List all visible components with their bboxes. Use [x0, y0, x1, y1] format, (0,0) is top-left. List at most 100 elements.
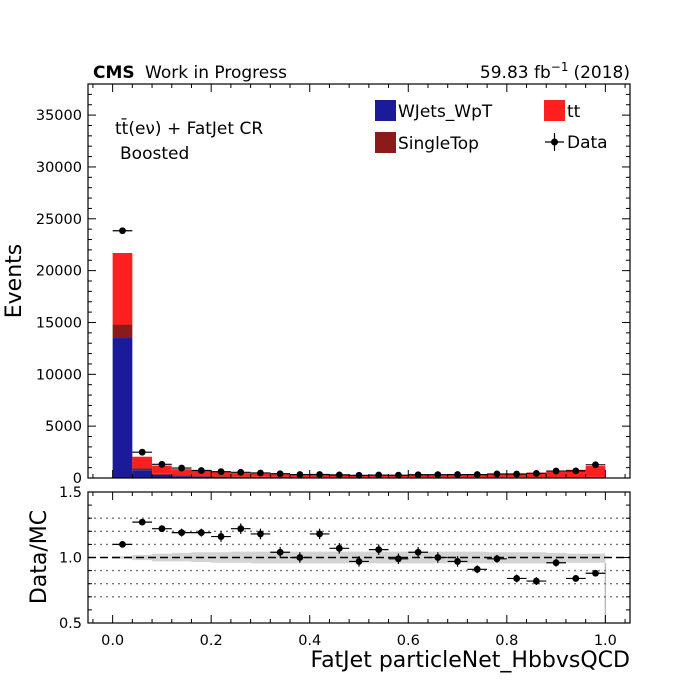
ratio-point-23 [572, 575, 580, 582]
ratio-point-17 [454, 558, 461, 565]
y-tick-label-5000: 5000 [45, 419, 82, 435]
legend-marker-data [551, 138, 558, 146]
ratio-point-16 [434, 554, 442, 561]
ratio-point-1 [138, 518, 146, 526]
ratio-point-3 [178, 529, 186, 537]
data-point-16 [434, 471, 442, 479]
ratio-point-20 [513, 575, 521, 582]
legend-label-singletop: SingleTop [398, 134, 479, 154]
data-point-17 [454, 471, 461, 478]
data-point-9 [296, 471, 304, 478]
legend-label-tt: tt [567, 102, 581, 122]
ratio-y-tick-label-0.5: 0.5 [59, 616, 82, 632]
bar-singletop-bin-2 [152, 473, 172, 475]
bar-wjets-bin-3 [171, 476, 192, 478]
data-point-22 [552, 467, 560, 475]
ratio-point-2 [158, 525, 166, 533]
region-label: tt̄(eν) + FatJet CR [115, 117, 263, 139]
data-point-14 [395, 471, 402, 479]
cms-label: CMS Work in Progress [93, 63, 287, 83]
legend-label-wjets: WJets_WpT [398, 102, 493, 122]
y-axis-title-ratio: Data/MC [27, 510, 52, 604]
data-point-1 [138, 448, 146, 456]
bar-wjets-bin-0 [112, 338, 133, 478]
data-point-5 [217, 468, 225, 476]
ratio-point-10 [316, 530, 323, 538]
ratio-point-7 [257, 530, 264, 538]
y-tick-label-30000: 30000 [36, 160, 82, 176]
ratio-point-22 [552, 559, 560, 567]
bar-singletop-bin-0 [112, 324, 133, 339]
ratio-point-5 [217, 533, 225, 540]
ratio-point-6 [237, 525, 245, 533]
data-point-2 [158, 460, 166, 468]
data-point-20 [513, 470, 521, 478]
data-point-10 [316, 471, 323, 478]
ratio-point-15 [414, 548, 422, 556]
region-sublabel: Boosted [120, 144, 189, 164]
bar-wjets-bin-1 [132, 470, 153, 478]
x-tick-label-0.6: 0.6 [397, 633, 420, 649]
y-tick-label-25000: 25000 [36, 212, 82, 228]
data-point-23 [572, 467, 580, 475]
data-point-24 [592, 461, 599, 469]
legend-label-data: Data [567, 133, 608, 153]
bar-singletop-bin-1 [132, 468, 153, 471]
legend: WJets_WpT SingleTop tt Data [375, 100, 608, 154]
ratio-point-11 [335, 544, 343, 552]
ratio-point-12 [355, 558, 363, 565]
ratio-point-9 [296, 554, 304, 561]
data-point-8 [276, 470, 284, 478]
bar-tt-bin-2 [152, 465, 172, 474]
x-tick-label-0.2: 0.2 [200, 633, 223, 649]
data-point-4 [197, 467, 205, 474]
ratio-point-19 [493, 555, 501, 563]
data-point-15 [414, 471, 422, 479]
x-tick-label-0: 0.0 [101, 633, 124, 649]
ratio-point-21 [532, 577, 540, 585]
x-axis-title: FatJet particleNet_HbbvsQCD [310, 648, 630, 673]
y-tick-label-35000: 35000 [36, 108, 82, 124]
legend-swatch-singletop [375, 132, 396, 153]
bar-singletop-bin-23 [565, 477, 586, 478]
legend-swatch-tt [544, 100, 565, 121]
bar-singletop-bin-24 [585, 476, 606, 478]
x-tick-label-0.4: 0.4 [298, 633, 321, 649]
legend-swatch-wjets [375, 100, 396, 121]
data-point-13 [375, 471, 383, 479]
y-tick-label-15000: 15000 [36, 315, 82, 331]
y-tick-label-20000: 20000 [36, 264, 82, 280]
bar-wjets-bin-2 [152, 474, 172, 478]
data-point-12 [355, 471, 363, 479]
y-tick-label-0: 0 [73, 471, 82, 487]
bar-singletop-bin-4 [191, 476, 212, 477]
ratio-point-24 [592, 569, 599, 577]
ratio-point-18 [473, 565, 481, 573]
data-point-21 [532, 470, 540, 477]
x-tick-label-0.8: 0.8 [495, 633, 518, 649]
data-point-6 [237, 468, 245, 476]
data-point-0 [119, 227, 126, 235]
ratio-y-tick-label-1.5: 1.5 [59, 485, 82, 501]
ratio-panel: 0.0 0.2 0.4 0.6 0.8 1.0 0.5 1.0 1.5 [59, 485, 631, 649]
main-panel: 0 5000 10000 15000 20000 25000 30000 35000 [36, 83, 631, 487]
bar-tt-bin-3 [171, 469, 192, 476]
bar-wjets-bin-4 [191, 476, 212, 478]
x-tick-label-1: 1.0 [594, 633, 617, 649]
data-point-18 [473, 471, 481, 478]
ratio-point-4 [197, 529, 205, 537]
y-axis-title-main: Events [2, 244, 27, 319]
bar-singletop-bin-3 [171, 475, 192, 477]
ratio-point-14 [395, 555, 402, 563]
bar-singletop-bin-5 [211, 476, 231, 477]
data-point-7 [257, 469, 264, 477]
ratio-point-13 [375, 546, 383, 554]
bar-tt-bin-0 [112, 253, 133, 325]
data-point-11 [335, 471, 343, 479]
data-point-19 [493, 470, 501, 478]
bar-tt-bin-24 [585, 466, 606, 477]
ratio-y-tick-label-1: 1.0 [59, 551, 82, 567]
bar-tt-bin-1 [132, 456, 153, 469]
y-tick-label-10000: 10000 [36, 367, 82, 383]
